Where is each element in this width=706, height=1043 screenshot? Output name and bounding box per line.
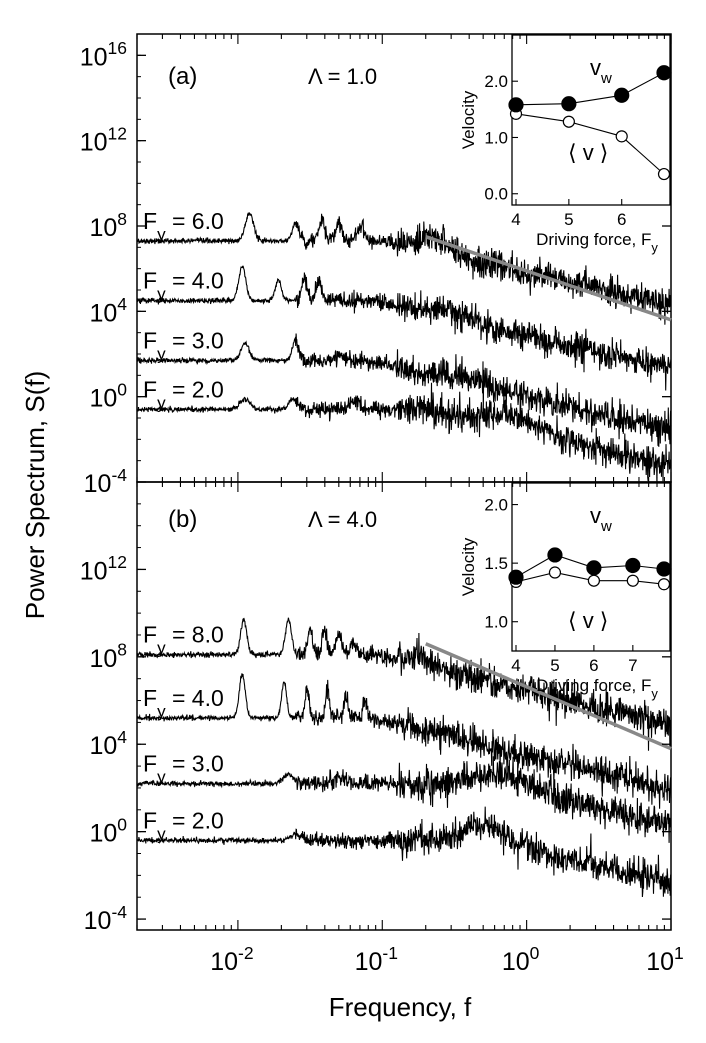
panel-b-inset-v-w-point — [547, 547, 563, 563]
panel-b-inset-x-tick-label: 4 — [511, 656, 520, 675]
panel-b-inset-x-tick-label: 7 — [628, 656, 637, 675]
panel-b-fit-line — [425, 642, 672, 751]
panel-b-inset-v-avg-point — [548, 566, 562, 579]
panel-a-traces — [136, 212, 672, 482]
panel-b-series-label: Fy = 4.0 — [143, 685, 224, 721]
panel-b-series-labels: Fy = 8.0 Fy = 4.0 Fy = 3.0 Fy = 2.0 — [143, 622, 224, 844]
panel-b-inset-vavg-label: ⟨ v ⟩ — [568, 608, 608, 633]
panel-a-y-tick-label: 10-4 — [84, 465, 128, 498]
panel-b-y-tick-label: 108 — [89, 640, 127, 673]
panel-a-trace-2 — [136, 333, 672, 447]
panel-a-inset-v-w-point — [614, 87, 630, 103]
panel-a-inset-vavg-label: ⟨ v ⟩ — [568, 140, 608, 165]
panel-a-inset-ylabel: Velocity — [459, 90, 478, 149]
panel-b-inset-v-w-point — [656, 561, 672, 577]
panel-b-inset-y-tick-label: 1.5 — [484, 554, 508, 573]
panel-a-inset: 4 5 6 0.0 1.0 2.0 Velocity Driving force, Fy vw ⟨… — [459, 34, 672, 255]
panel-a-inset-v-w-point — [561, 96, 577, 112]
x-axis-label: Frequency, f — [329, 992, 472, 1022]
panel-a-trace-1 — [136, 265, 672, 391]
panel-a-inset-v-w-point — [656, 65, 672, 81]
panel-b-inset-v-w-point — [508, 569, 524, 585]
panel-b-trace-3 — [136, 806, 672, 898]
panel-b-inset-y-tick-label: 1.0 — [484, 613, 508, 632]
panel-b-trace-0 — [136, 617, 672, 751]
panel-a-inset-x-tick-label: 5 — [564, 210, 573, 229]
panel-b-trace-2 — [136, 756, 672, 843]
panel-b-inset-v-avg-point — [626, 574, 639, 587]
panel-a-inset-vw-label: vw — [590, 55, 612, 87]
panel-a-label: (a) — [168, 63, 197, 90]
panel-a-annotation: Λ = 1.0 — [308, 64, 377, 89]
panel-a-inset-x-tick-label: 6 — [617, 210, 626, 229]
panel-b-annotation: Λ = 4.0 — [308, 507, 377, 532]
x-tick-label: 100 — [502, 943, 540, 976]
panel-a-series-label: Fy = 3.0 — [143, 327, 224, 363]
panel-b-inset-y-tick-label: 2.0 — [484, 496, 508, 515]
panel-a-inset-v-avg-line — [515, 113, 665, 175]
panel-a-inset-y-tick-label: 2.0 — [484, 72, 508, 91]
panel-a-series-label: Fy = 6.0 — [143, 208, 224, 244]
panel-a-fit-line — [425, 235, 672, 322]
panel-b-frame — [136, 481, 672, 931]
panel-b-inset-v-avg-point — [657, 578, 671, 591]
x-tick-label: 10-2 — [210, 943, 253, 976]
panel-b: 1012 108 104 100 10-4 Fy = 8.0 Fy = 4.0 Fy = 3… — [80, 481, 672, 935]
panel-b-trace-1 — [136, 673, 672, 809]
panel-a-trace-3 — [136, 382, 672, 482]
panel-b-inset-v-w-point — [586, 560, 602, 576]
panel-b-traces — [136, 617, 672, 898]
panel-a-inset-v-avg-point — [615, 130, 628, 143]
panel-a-y-ticks: 1016 1012 108 104 100 10-4 — [80, 33, 671, 498]
panel-a-y-tick-label: 1016 — [80, 38, 127, 71]
panel-b-series-label: Fy = 3.0 — [143, 751, 224, 787]
panel-b-y-tick-label: 104 — [89, 727, 127, 760]
panel-b-series-label: Fy = 2.0 — [143, 807, 224, 843]
panel-b-y-tick-label: 100 — [89, 814, 127, 847]
panel-a-y-tick-label: 1012 — [80, 123, 127, 156]
x-ticks: 10-2 10-1 100 101 — [136, 34, 684, 976]
panel-a-inset-v-w-line — [515, 72, 665, 106]
panel-a-y-tick-label: 104 — [89, 294, 127, 327]
panel-b-inset-vw-label: vw — [590, 503, 612, 535]
panel-a-series-labels: Fy = 6.0 Fy = 4.0 Fy = 3.0 Fy = 2.0 — [143, 208, 224, 413]
panel-b-inset-x-tick-label: 6 — [589, 656, 598, 675]
panel-a-inset-xlabel: Driving force, Fy — [536, 230, 658, 255]
panel-a-series-label: Fy = 4.0 — [143, 268, 224, 304]
panel-a-trace-0 — [136, 212, 672, 325]
panel-b-y-ticks: 1012 108 104 100 10-4 — [80, 481, 671, 935]
panel-a-y-tick-label: 100 — [89, 379, 127, 412]
panel-a-series-label: Fy = 2.0 — [143, 376, 224, 412]
panel-b-inset-xlabel: Driving force, Fy — [536, 676, 658, 701]
panel-a-inset-x-tick-label: 4 — [511, 210, 520, 229]
x-tick-label: 101 — [646, 943, 684, 976]
panel-b-label: (b) — [168, 506, 197, 533]
panel-a-inset-y-tick-label: 1.0 — [484, 128, 508, 147]
panel-a-inset-v-w-point — [508, 97, 524, 113]
panel-a-inset-frame — [511, 34, 671, 206]
panel-a-inset-y-tick-label: 0.0 — [484, 185, 508, 204]
y-axis-label: Power Spectrum, S(f) — [20, 371, 50, 620]
panel-b-inset-x-tick-label: 5 — [550, 656, 559, 675]
panel-a-inset-v-avg-point — [657, 167, 671, 181]
panel-b-inset-v-w-point — [625, 557, 641, 574]
panel-b-inset-ylabel: Velocity — [459, 537, 478, 596]
panel-a-inset-v-avg-point — [562, 115, 575, 128]
panel-b-series-label: Fy = 8.0 — [143, 622, 224, 658]
panel-a-y-tick-label: 108 — [89, 209, 127, 242]
panel-b-y-tick-label: 1012 — [80, 552, 127, 585]
x-tick-label: 10-1 — [355, 943, 398, 976]
panel-b-inset-v-avg-point — [587, 574, 600, 587]
panel-b-inset: 4 5 6 7 1.0 1.5 2.0 Velocity Driving force, Fy vw… — [459, 482, 672, 701]
panel-b-y-tick-label: 10-4 — [84, 902, 128, 935]
